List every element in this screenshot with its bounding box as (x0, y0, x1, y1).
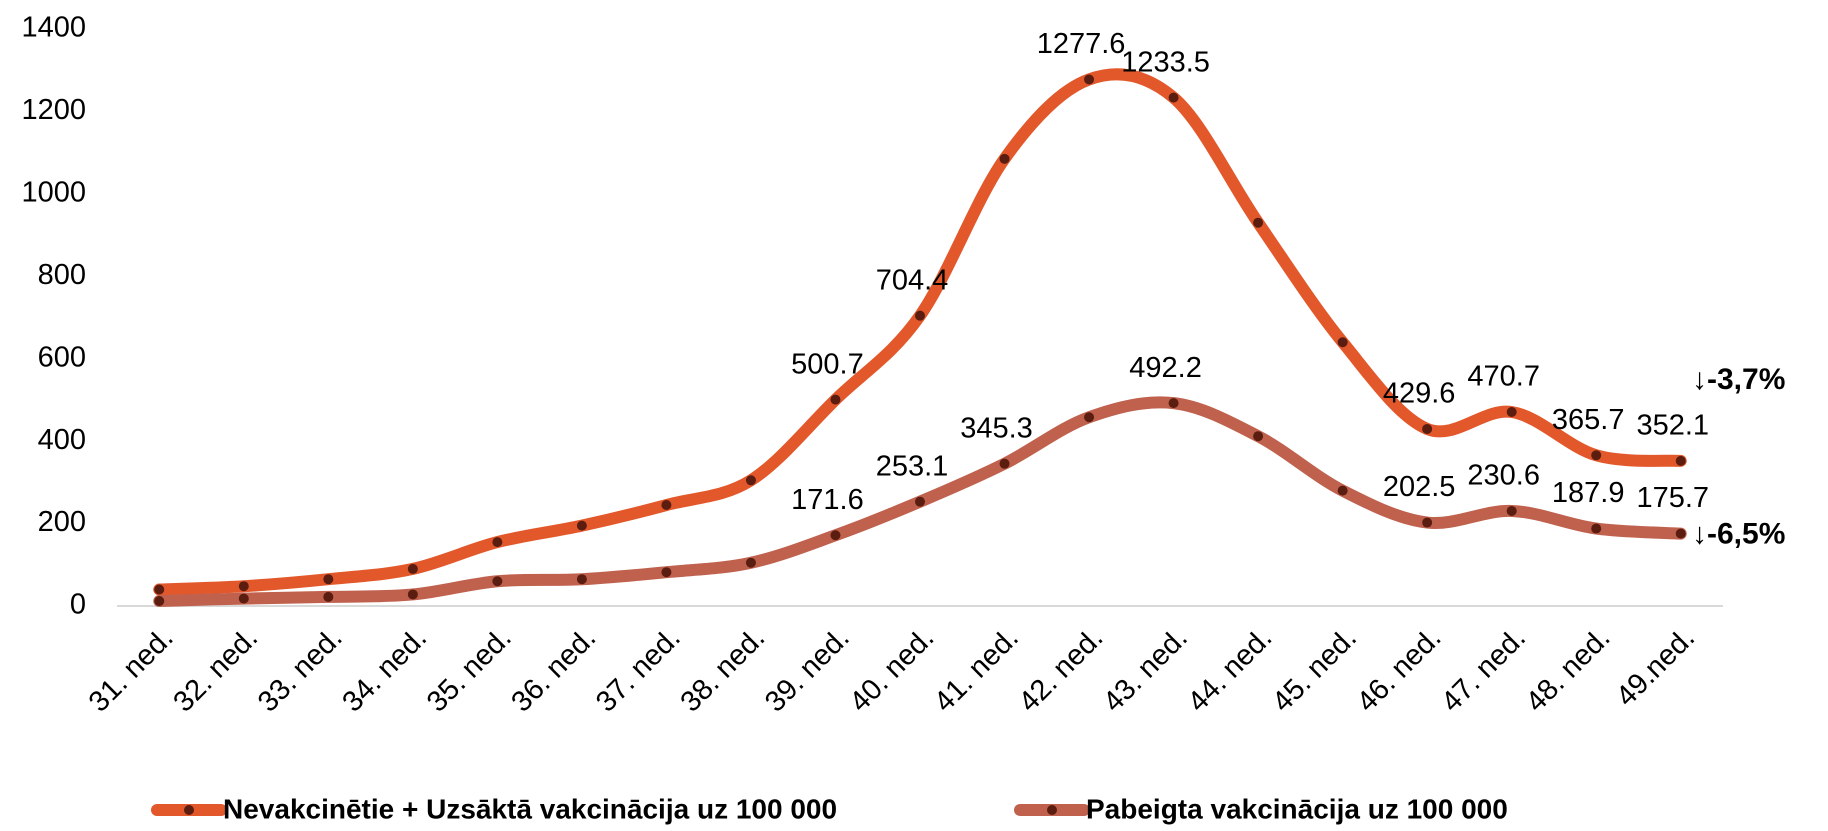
data-label: 345.3 (960, 412, 1033, 444)
x-tick-label: 40. ned. (844, 622, 941, 719)
data-label: 175.7 (1636, 482, 1709, 514)
point-marker (1422, 517, 1433, 528)
point-marker (1253, 217, 1264, 228)
data-label: 230.6 (1467, 460, 1540, 492)
point-marker (154, 584, 165, 595)
data-label: 187.9 (1552, 477, 1625, 509)
point-marker (492, 576, 503, 587)
point-marker (1422, 423, 1433, 434)
y-tick-label: 600 (38, 341, 86, 373)
point-marker (915, 310, 925, 321)
point-marker (1084, 412, 1095, 423)
point-marker (407, 563, 418, 574)
point-marker (1506, 505, 1517, 516)
data-label: 365.7 (1552, 404, 1625, 436)
data-label: 253.1 (876, 450, 949, 482)
x-tick-label: 34. ned. (336, 622, 433, 719)
annotation: ↓-3,7% (1692, 363, 1785, 396)
point-marker (1675, 528, 1686, 539)
point-marker (1506, 407, 1517, 418)
y-tick-label: 0 (70, 589, 86, 621)
point-marker (830, 394, 841, 405)
x-tick-label: 42. ned. (1013, 622, 1110, 719)
point-marker (1168, 398, 1179, 409)
data-label: 202.5 (1383, 471, 1456, 503)
point-marker (238, 593, 249, 604)
point-marker (1675, 455, 1686, 466)
point-marker (661, 567, 672, 578)
point-marker (407, 589, 418, 600)
point-marker (1591, 523, 1602, 534)
point-marker (745, 475, 756, 486)
data-label: 500.7 (791, 348, 864, 380)
x-tick-label: 48. ned. (1520, 622, 1617, 719)
point-marker (915, 496, 925, 507)
point-marker (238, 581, 249, 592)
point-marker (576, 574, 587, 585)
y-tick-label: 1200 (21, 94, 86, 126)
x-tick-label: 33. ned. (252, 622, 349, 719)
x-tick-label: 31. ned. (83, 622, 180, 719)
point-marker (154, 596, 165, 607)
y-tick-label: 400 (38, 424, 86, 456)
legend-marker (1047, 805, 1057, 815)
point-marker (1337, 485, 1348, 496)
point-marker (661, 500, 672, 511)
x-tick-label: 39. ned. (759, 622, 856, 719)
point-marker (1337, 337, 1348, 348)
point-marker (1084, 74, 1095, 85)
x-tick-label: 32. ned. (167, 622, 264, 719)
annotation: ↓-6,5% (1692, 518, 1785, 551)
legend-marker (184, 805, 194, 815)
point-marker (999, 153, 1010, 164)
point-marker (576, 520, 587, 531)
point-marker (323, 574, 334, 585)
data-label: 1277.6 (1037, 28, 1126, 60)
series-line (153, 68, 1687, 596)
point-marker (492, 537, 503, 548)
x-tick-label: 37. ned. (590, 622, 687, 719)
point-marker (1591, 450, 1602, 461)
x-tick-label: 43. ned. (1097, 622, 1194, 719)
data-label: 704.4 (876, 264, 949, 296)
point-marker (1253, 431, 1264, 442)
x-tick-label: 35. ned. (421, 622, 518, 719)
x-tick-label: 38. ned. (675, 622, 772, 719)
point-marker (830, 530, 841, 541)
point-marker (323, 591, 334, 602)
legend-label: Nevakcinētie + Uzsāktā vakcinācija uz 10… (223, 793, 837, 824)
y-tick-label: 200 (38, 506, 86, 538)
data-label: 1233.5 (1121, 46, 1210, 78)
legend: Nevakcinētie + Uzsāktā vakcinācija uz 10… (151, 793, 1508, 824)
x-tick-label: 45. ned. (1266, 622, 1363, 719)
point-marker (1168, 92, 1179, 103)
data-label: 171.6 (791, 484, 864, 516)
x-tick-label: 47. ned. (1435, 622, 1532, 719)
x-tick-label: 46. ned. (1351, 622, 1448, 719)
x-tick-label: 44. ned. (1182, 622, 1279, 719)
data-label: 352.1 (1636, 410, 1709, 442)
y-tick-label: 1000 (21, 177, 86, 209)
x-tick-label: 49.ned. (1610, 622, 1701, 713)
x-tick-label: 36. ned. (506, 622, 603, 719)
y-tick-label: 1400 (21, 12, 86, 44)
point-marker (999, 458, 1010, 469)
data-label: 470.7 (1467, 361, 1540, 393)
data-label: 492.2 (1129, 352, 1202, 384)
legend-label: Pabeigta vakcinācija uz 100 000 (1086, 793, 1508, 824)
data-label: 429.6 (1383, 378, 1456, 410)
x-tick-label: 41. ned. (928, 622, 1025, 719)
y-tick-label: 800 (38, 259, 86, 291)
point-marker (745, 557, 756, 568)
